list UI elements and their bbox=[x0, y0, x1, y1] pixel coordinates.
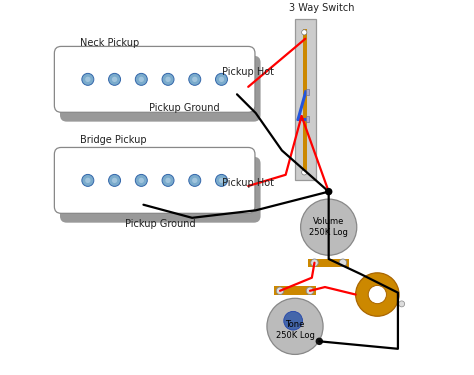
Circle shape bbox=[85, 76, 91, 82]
Circle shape bbox=[112, 178, 117, 183]
Circle shape bbox=[216, 174, 228, 186]
FancyBboxPatch shape bbox=[55, 46, 255, 112]
Circle shape bbox=[301, 30, 307, 35]
Text: Pickup Ground: Pickup Ground bbox=[149, 103, 219, 113]
Circle shape bbox=[219, 76, 224, 82]
Circle shape bbox=[135, 174, 147, 186]
Text: Neck Pickup: Neck Pickup bbox=[80, 38, 139, 48]
Bar bbox=[295, 20, 316, 180]
Bar bbox=[274, 286, 316, 294]
Circle shape bbox=[165, 178, 171, 183]
Text: Pickup Ground: Pickup Ground bbox=[125, 219, 195, 229]
Circle shape bbox=[316, 338, 323, 345]
Circle shape bbox=[356, 273, 399, 316]
Circle shape bbox=[301, 170, 307, 175]
Circle shape bbox=[399, 301, 405, 307]
FancyBboxPatch shape bbox=[60, 56, 261, 122]
Circle shape bbox=[306, 287, 314, 294]
Circle shape bbox=[138, 178, 144, 183]
Bar bbox=[306, 89, 309, 95]
Circle shape bbox=[135, 74, 147, 86]
Text: Bridge Pickup: Bridge Pickup bbox=[80, 135, 146, 145]
Text: Tone
250K Log: Tone 250K Log bbox=[275, 320, 314, 340]
Circle shape bbox=[301, 199, 357, 255]
Circle shape bbox=[189, 174, 201, 186]
Bar bbox=[308, 259, 349, 267]
Circle shape bbox=[267, 298, 323, 354]
Circle shape bbox=[82, 74, 94, 86]
Circle shape bbox=[284, 311, 302, 330]
Bar bbox=[306, 116, 309, 122]
Circle shape bbox=[192, 178, 198, 183]
Circle shape bbox=[162, 74, 174, 86]
Circle shape bbox=[192, 76, 198, 82]
Circle shape bbox=[138, 76, 144, 82]
Circle shape bbox=[368, 285, 386, 304]
FancyBboxPatch shape bbox=[55, 147, 255, 213]
Circle shape bbox=[85, 178, 91, 183]
Circle shape bbox=[109, 74, 120, 86]
Text: 3 Way Switch: 3 Way Switch bbox=[290, 3, 355, 13]
Circle shape bbox=[276, 287, 284, 294]
Circle shape bbox=[216, 74, 228, 86]
Circle shape bbox=[109, 174, 120, 186]
Circle shape bbox=[162, 174, 174, 186]
FancyBboxPatch shape bbox=[60, 157, 261, 223]
Text: Volume
250K Log: Volume 250K Log bbox=[309, 217, 348, 237]
Text: Pickup Hot: Pickup Hot bbox=[222, 178, 274, 188]
Circle shape bbox=[339, 259, 346, 267]
Circle shape bbox=[325, 188, 332, 195]
Circle shape bbox=[112, 76, 117, 82]
Circle shape bbox=[219, 178, 224, 183]
Circle shape bbox=[311, 259, 318, 267]
Text: Pickup Hot: Pickup Hot bbox=[222, 68, 274, 78]
Bar bbox=[303, 29, 307, 171]
Circle shape bbox=[82, 174, 94, 186]
Circle shape bbox=[189, 74, 201, 86]
Circle shape bbox=[165, 76, 171, 82]
